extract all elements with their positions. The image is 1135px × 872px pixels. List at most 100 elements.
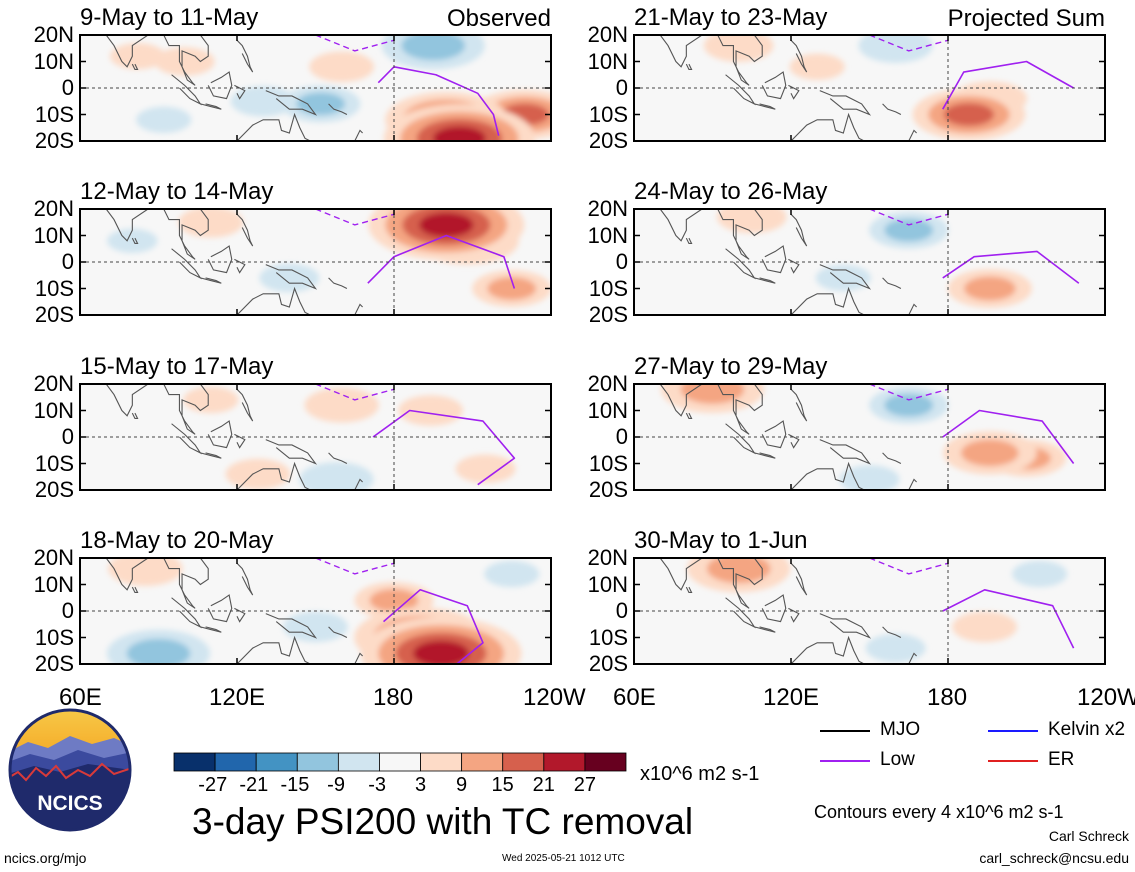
low-contour	[372, 409, 516, 486]
anomaly-blob	[230, 85, 296, 117]
lon-tick-label: 120E	[763, 684, 820, 711]
map-panel	[79, 208, 552, 316]
website-link[interactable]: ncics.org/mjo	[4, 850, 87, 866]
panel-title: 27-May to 29-May	[634, 353, 828, 380]
anomaly-blob	[304, 387, 379, 423]
low-contour-negative	[315, 384, 395, 401]
coastline	[131, 63, 139, 70]
coastline	[171, 248, 202, 280]
coastline	[819, 264, 872, 290]
coastline	[717, 384, 763, 435]
coastline	[908, 478, 917, 490]
coastline	[220, 461, 311, 490]
low-contour	[942, 409, 1075, 464]
units-label: x10^6 m2 s-1	[640, 763, 760, 785]
coastline	[171, 597, 202, 629]
anomaly-blob	[296, 92, 346, 116]
lat-tick-label: 10S	[34, 101, 74, 127]
lat-tick-label: 10S	[34, 450, 74, 476]
coastline	[649, 384, 703, 417]
colorbar-swatch	[214, 752, 257, 772]
author-email[interactable]: carl_schreck@ncsu.edu	[979, 850, 1129, 866]
panel-title: 24-May to 26-May	[634, 178, 828, 205]
coastline	[754, 452, 776, 459]
anomaly-blob	[107, 228, 158, 253]
lat-tick-label: 10S	[34, 275, 74, 301]
coastline	[725, 74, 756, 106]
lat-tick-label: 20N	[587, 545, 628, 570]
coastline	[163, 384, 209, 435]
coastline	[819, 439, 872, 465]
coastline	[725, 248, 756, 280]
author-name: Carl Schreck	[1048, 828, 1129, 844]
coastline	[200, 452, 222, 459]
colorbar-swatch	[255, 752, 298, 772]
lat-tick-label: 10S	[588, 101, 628, 127]
coastline	[717, 558, 763, 609]
lat-tick-label: 20S	[588, 477, 628, 502]
coastline	[328, 452, 348, 464]
coastline	[236, 388, 254, 422]
anomaly-blob	[225, 458, 291, 490]
lat-tick-label: 0	[61, 249, 74, 274]
coastline	[171, 423, 202, 455]
map-panel	[633, 557, 1106, 665]
lat-tick-label: 0	[615, 75, 628, 100]
lat-tick-label: 10S	[588, 624, 628, 650]
coastline	[788, 84, 800, 100]
column-tag: Observed	[446, 5, 551, 32]
coastline	[354, 652, 363, 664]
figure-title: 3-day PSI200 with TC removal	[192, 801, 694, 842]
coastline	[95, 35, 149, 68]
panel-title: 12-May to 14-May	[80, 178, 274, 205]
coastline	[95, 209, 149, 242]
anomaly-blob	[1011, 560, 1068, 588]
panel-title: 18-May to 20-May	[80, 527, 274, 554]
lat-tick-label: 20N	[33, 196, 74, 221]
coastline	[761, 594, 787, 623]
panel-title: 15-May to 17-May	[80, 353, 274, 380]
coastline	[761, 245, 787, 274]
low-contour	[942, 60, 1074, 110]
low-contour	[377, 66, 500, 136]
anomaly-blob	[484, 560, 540, 588]
lat-tick-label: 10S	[588, 450, 628, 476]
coastline	[265, 264, 318, 290]
anomaly-blob	[419, 212, 474, 238]
coastline	[725, 423, 756, 455]
coastline	[131, 412, 139, 420]
colorbar-swatch	[379, 752, 421, 772]
coastline	[236, 213, 254, 247]
map-panel	[633, 383, 1106, 491]
lat-tick-label: 20S	[34, 302, 74, 327]
lat-tick-label: 10S	[34, 624, 74, 650]
lon-tick-label: 60E	[613, 684, 656, 711]
coastline	[761, 71, 787, 100]
coastline	[790, 562, 808, 596]
low-contour-negative	[869, 35, 949, 52]
lat-tick-label: 20N	[33, 371, 74, 396]
colorbar-label: 27	[573, 774, 596, 796]
anomaly-blob	[680, 384, 745, 404]
anomaly-blob	[815, 264, 871, 292]
coastline	[882, 452, 902, 464]
coastline	[220, 112, 311, 141]
ncics-logo: NCICS	[8, 708, 132, 832]
lat-tick-label: 20S	[588, 302, 628, 327]
low-contour	[383, 589, 484, 664]
colorbar-swatch	[502, 752, 545, 772]
lat-tick-label: 10N	[587, 222, 628, 248]
anomaly-blob	[884, 218, 934, 242]
coastline	[685, 63, 693, 70]
coastline	[774, 112, 865, 141]
lon-tick-label: 180	[927, 684, 968, 711]
map-panel	[633, 34, 1106, 142]
anomaly-blob	[487, 277, 537, 300]
coastline	[131, 237, 139, 244]
coastline	[774, 286, 865, 315]
lon-tick-label: 120E	[209, 684, 266, 711]
panel-title: 30-May to 1-Jun	[634, 527, 808, 554]
coastline	[95, 558, 149, 591]
anomaly-blob	[309, 51, 375, 83]
coastline	[207, 245, 233, 274]
